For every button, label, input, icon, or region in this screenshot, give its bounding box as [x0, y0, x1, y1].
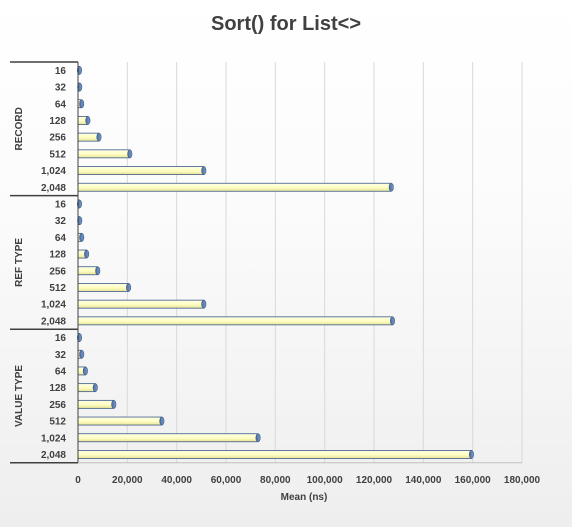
bar-end-cap: [79, 349, 85, 359]
bar: [77, 416, 163, 426]
category-label: 32: [55, 83, 67, 94]
x-tick-label: 180,000: [504, 475, 541, 486]
bar-end-cap: [255, 433, 261, 443]
bar: [77, 450, 472, 459]
category-label: 128: [49, 250, 66, 261]
x-tick-label: 60,000: [211, 475, 242, 486]
x-tick-label: 80,000: [260, 475, 291, 486]
category-label: 2,048: [41, 450, 66, 461]
bar-end-cap: [79, 99, 85, 109]
x-tick-label: 160,000: [455, 475, 492, 486]
bar: [77, 132, 100, 142]
bar-end-cap: [79, 233, 85, 242]
bar-end-cap: [159, 416, 165, 426]
category-label: 512: [49, 149, 66, 160]
bar-end-cap: [201, 166, 207, 175]
bar-end-cap: [96, 132, 102, 142]
group-label: VALUE TYPE: [14, 365, 25, 427]
category-label: 512: [49, 417, 66, 428]
bar-end-cap: [388, 182, 394, 192]
bar: [77, 266, 99, 276]
category-label: 256: [49, 400, 66, 411]
chart-title: Sort() for List<>: [211, 13, 361, 35]
axes: [10, 61, 522, 464]
bar-end-cap: [85, 116, 91, 125]
bar-end-cap: [84, 249, 90, 259]
category-label: 512: [49, 283, 66, 294]
category-label: 128: [49, 383, 66, 394]
category-label: 16: [55, 333, 67, 344]
category-label: 16: [55, 66, 67, 77]
bar: [77, 149, 131, 159]
bar: [77, 383, 96, 393]
x-tick-label: 140,000: [405, 475, 442, 486]
category-label: 64: [55, 366, 67, 377]
bar: [77, 433, 259, 443]
category-label: 32: [55, 216, 67, 227]
bar-end-cap: [389, 316, 395, 326]
bar-end-cap: [82, 366, 88, 376]
bar: [77, 182, 392, 192]
bar-end-cap: [468, 450, 474, 459]
category-label: 64: [55, 99, 67, 110]
x-tick-label: 120,000: [356, 475, 393, 486]
category-label: 2,048: [41, 183, 66, 194]
bar-end-cap: [92, 383, 98, 392]
bar-end-cap: [127, 149, 133, 159]
category-label: 128: [49, 116, 66, 127]
category-label: 1,024: [41, 166, 66, 177]
bar: [77, 316, 393, 326]
bar: [77, 166, 205, 175]
bar-end-cap: [111, 400, 117, 409]
bar: [77, 299, 205, 309]
bar-end-cap: [201, 299, 207, 309]
category-label: 64: [55, 233, 67, 244]
bar: [77, 283, 129, 292]
category-labels: 0 20,000 40,000 60,000 80,000 100,000 120,000 1…: [14, 66, 541, 486]
x-axis-title: Mean (ns): [281, 492, 328, 503]
bar: [77, 399, 115, 409]
category-label: 1,024: [41, 300, 66, 311]
x-tick-label: 100,000: [307, 475, 344, 486]
bar-end-cap: [95, 266, 101, 276]
bars: [77, 65, 474, 459]
category-label: 256: [49, 266, 66, 277]
category-label: 16: [55, 199, 67, 210]
group-label: RECORD: [14, 107, 25, 150]
gridlines: [126, 62, 523, 463]
x-tick-label: 40,000: [161, 475, 192, 486]
group-label: REF TYPE: [14, 238, 25, 287]
bar-end-cap: [126, 283, 132, 292]
x-tick-label: 0: [75, 475, 81, 486]
x-tick-label: 20,000: [112, 475, 143, 486]
category-label: 1,024: [41, 433, 66, 444]
category-label: 32: [55, 350, 67, 361]
category-label: 256: [49, 133, 66, 144]
category-label: 2,048: [41, 316, 66, 327]
